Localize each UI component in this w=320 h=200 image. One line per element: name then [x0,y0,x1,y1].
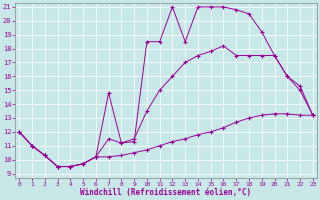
X-axis label: Windchill (Refroidissement éolien,°C): Windchill (Refroidissement éolien,°C) [80,188,252,197]
